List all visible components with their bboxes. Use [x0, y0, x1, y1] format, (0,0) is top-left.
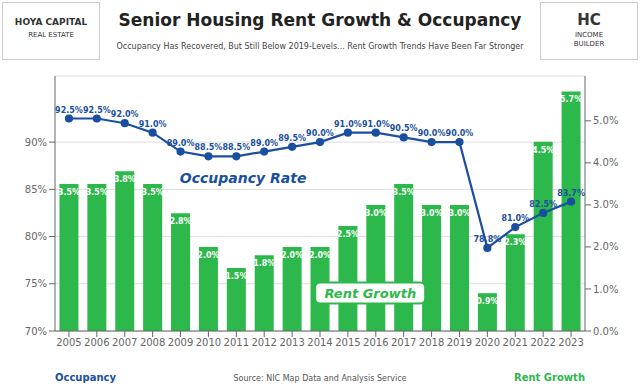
svg-text:90.0%: 90.0%	[418, 129, 446, 138]
svg-text:2011: 2011	[224, 337, 249, 348]
svg-text:2.0%: 2.0%	[197, 251, 219, 260]
html-text:Senior Housing Rent Growth & O: Senior Housing Rent Growth & Occupancy	[118, 10, 522, 30]
svg-text:4.5%: 4.5%	[532, 146, 554, 155]
svg-text:91.0%: 91.0%	[139, 120, 167, 129]
html-text:HC: HC	[577, 11, 601, 29]
svg-text:2022: 2022	[530, 337, 555, 348]
html-text:INCOME BUILDER: INCOME BUILDER	[573, 31, 605, 48]
svg-text:2008: 2008	[140, 337, 165, 348]
svg-text:4.0%: 4.0%	[593, 157, 618, 168]
html-text:Occupancy Rate: Occupancy Rate	[179, 170, 307, 186]
svg-text:3.5%: 3.5%	[142, 188, 164, 197]
svg-text:88.5%: 88.5%	[222, 143, 250, 152]
svg-text:5.7%: 5.7%	[560, 95, 582, 104]
svg-text:2015: 2015	[335, 337, 360, 348]
svg-text:82.5%: 82.5%	[529, 200, 557, 209]
svg-text:1.0%: 1.0%	[593, 284, 618, 295]
svg-text:91.0%: 91.0%	[334, 120, 362, 129]
svg-text:2.3%: 2.3%	[504, 238, 526, 247]
svg-text:90.0%: 90.0%	[306, 129, 334, 138]
svg-text:92.0%: 92.0%	[111, 110, 139, 119]
svg-text:83.7%: 83.7%	[557, 189, 585, 198]
svg-text:2.5%: 2.5%	[337, 230, 359, 239]
svg-text:2005: 2005	[56, 337, 81, 348]
svg-text:90%: 90%	[25, 137, 47, 148]
svg-text:70%: 70%	[25, 326, 47, 337]
svg-text:2.0%: 2.0%	[309, 251, 331, 260]
svg-text:78.8%: 78.8%	[473, 235, 501, 244]
svg-text:0.9%: 0.9%	[476, 297, 498, 306]
svg-text:92.5%: 92.5%	[55, 106, 83, 115]
svg-text:90.5%: 90.5%	[390, 124, 418, 133]
svg-text:92.5%: 92.5%	[83, 106, 111, 115]
svg-text:91.0%: 91.0%	[362, 120, 390, 129]
html-text:Occupancy: Occupancy	[55, 372, 116, 383]
svg-text:1.8%: 1.8%	[253, 259, 275, 268]
svg-text:2023: 2023	[558, 337, 583, 348]
svg-text:0.0%: 0.0%	[593, 326, 618, 337]
svg-text:2014: 2014	[307, 337, 332, 348]
svg-text:2009: 2009	[168, 337, 193, 348]
svg-text:75%: 75%	[25, 278, 47, 289]
svg-text:90.0%: 90.0%	[446, 129, 474, 138]
html-text:HOYA CAPITAL: HOYA CAPITAL	[14, 17, 88, 27]
svg-text:2021: 2021	[503, 337, 528, 348]
svg-text:3.0%: 3.0%	[365, 209, 387, 218]
svg-text:2.8%: 2.8%	[169, 217, 191, 226]
svg-text:2017: 2017	[391, 337, 416, 348]
svg-text:3.0%: 3.0%	[448, 209, 470, 218]
svg-text:2010: 2010	[196, 337, 221, 348]
html-text:Occupancy Has Recovered, But S: Occupancy Has Recovered, But Still Below…	[116, 42, 524, 51]
svg-text:3.0%: 3.0%	[421, 209, 443, 218]
svg-text:2007: 2007	[112, 337, 137, 348]
svg-text:2019: 2019	[447, 337, 472, 348]
html-text:Source: NIC Map Data and Analy: Source: NIC Map Data and Analysis Servic…	[233, 374, 407, 383]
svg-text:2.0%: 2.0%	[593, 241, 618, 252]
svg-text:5.0%: 5.0%	[593, 115, 618, 126]
svg-text:2006: 2006	[84, 337, 109, 348]
svg-text:3.8%: 3.8%	[114, 175, 136, 184]
svg-text:89.5%: 89.5%	[278, 134, 306, 143]
svg-text:2012: 2012	[251, 337, 276, 348]
svg-text:3.5%: 3.5%	[393, 188, 415, 197]
svg-text:3.0%: 3.0%	[593, 199, 618, 210]
svg-text:1.5%: 1.5%	[225, 272, 247, 281]
html-text:REAL ESTATE: REAL ESTATE	[28, 31, 74, 39]
svg-text:85%: 85%	[25, 184, 47, 195]
svg-text:3.5%: 3.5%	[86, 188, 108, 197]
svg-text:80%: 80%	[25, 231, 47, 242]
svg-text:2013: 2013	[279, 337, 304, 348]
svg-text:88.5%: 88.5%	[195, 143, 223, 152]
svg-text:89.0%: 89.0%	[167, 139, 195, 148]
svg-text:2016: 2016	[363, 337, 388, 348]
svg-text:81.0%: 81.0%	[501, 214, 529, 223]
svg-text:3.5%: 3.5%	[58, 188, 80, 197]
svg-text:2.0%: 2.0%	[281, 251, 303, 260]
svg-text:2020: 2020	[475, 337, 500, 348]
html-text:Rent Growth: Rent Growth	[324, 285, 417, 301]
html-text:Rent Growth: Rent Growth	[514, 372, 585, 383]
svg-text:2018: 2018	[419, 337, 444, 348]
svg-text:89.0%: 89.0%	[250, 139, 278, 148]
